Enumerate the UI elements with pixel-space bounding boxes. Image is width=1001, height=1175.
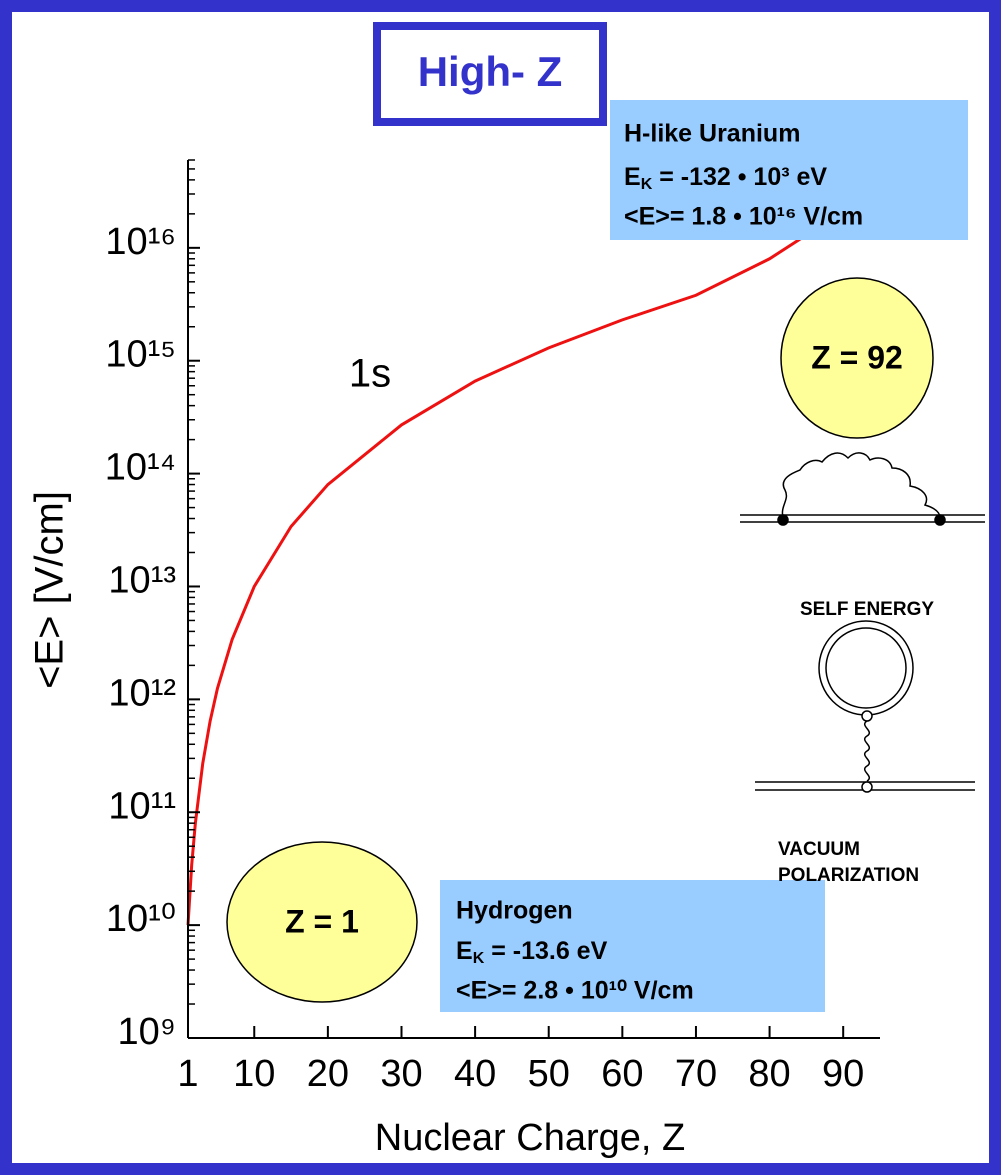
x-tick-label: 1 <box>177 1053 198 1095</box>
x-tick-label: 20 <box>307 1053 349 1095</box>
curve <box>186 233 808 926</box>
annotation: <E>= 1.8 • 10¹⁶ V/cm <box>624 203 863 231</box>
uranium-box <box>610 100 968 240</box>
hydrogen-box <box>440 880 825 1012</box>
x-tick-label: 50 <box>528 1053 570 1095</box>
annotation: E <box>456 937 473 965</box>
x-tick-label: 60 <box>601 1053 643 1095</box>
annotation: POLARIZATION <box>778 865 919 886</box>
annotation: = -132 • 10³ eV <box>652 163 827 191</box>
legend-label: 1s <box>349 352 391 396</box>
y-tick-label: 10¹⁰ <box>106 898 176 940</box>
y-tick-label: 10¹⁶ <box>105 221 176 263</box>
x-tick-label: 40 <box>454 1053 496 1095</box>
y-tick-label: 10¹³ <box>108 560 176 602</box>
vacuum-polarization-diagram <box>755 620 975 793</box>
y-tick-label: 10¹² <box>108 672 176 714</box>
y-tick-label: 10¹¹ <box>108 785 176 827</box>
nucleus <box>780 277 934 439</box>
annotation: VACUUM <box>778 839 860 860</box>
annotation: Hydrogen <box>456 897 573 925</box>
chart-title: High- Z <box>418 48 563 95</box>
annotation: E <box>624 163 641 191</box>
annotation: = -13.6 eV <box>484 937 607 965</box>
y-tick-label: 10⁹ <box>117 1011 176 1053</box>
annotation: Z = 1 <box>285 903 359 939</box>
y-tick-label: 10¹⁵ <box>105 334 176 376</box>
annotation: H-like Uranium <box>624 120 800 148</box>
annotation: SELF ENERGY <box>800 599 934 620</box>
x-tick-label: 80 <box>748 1053 790 1095</box>
x-tick-label: 30 <box>380 1053 422 1095</box>
x-tick-label: 70 <box>675 1053 717 1095</box>
annotation: EK = -132 • 10³ eV <box>624 163 827 194</box>
x-tick-label: 90 <box>822 1053 864 1095</box>
x-tick-label: 10 <box>233 1053 275 1095</box>
annotation: K <box>473 950 485 967</box>
self-energy-diagram <box>740 452 985 526</box>
title-box <box>373 22 607 126</box>
annotation: Z = 92 <box>811 339 903 375</box>
annotation: <E>= 2.8 • 10¹⁰ V/cm <box>456 977 694 1005</box>
x-axis-label: Nuclear Charge, Z <box>375 1117 685 1159</box>
y-axis-label: <E> [V/cm] <box>28 491 72 689</box>
annotation: EK = -13.6 eV <box>456 937 608 968</box>
annotation: K <box>641 176 653 193</box>
nucleus <box>226 841 418 1003</box>
y-tick-label: 10¹⁴ <box>105 447 176 489</box>
